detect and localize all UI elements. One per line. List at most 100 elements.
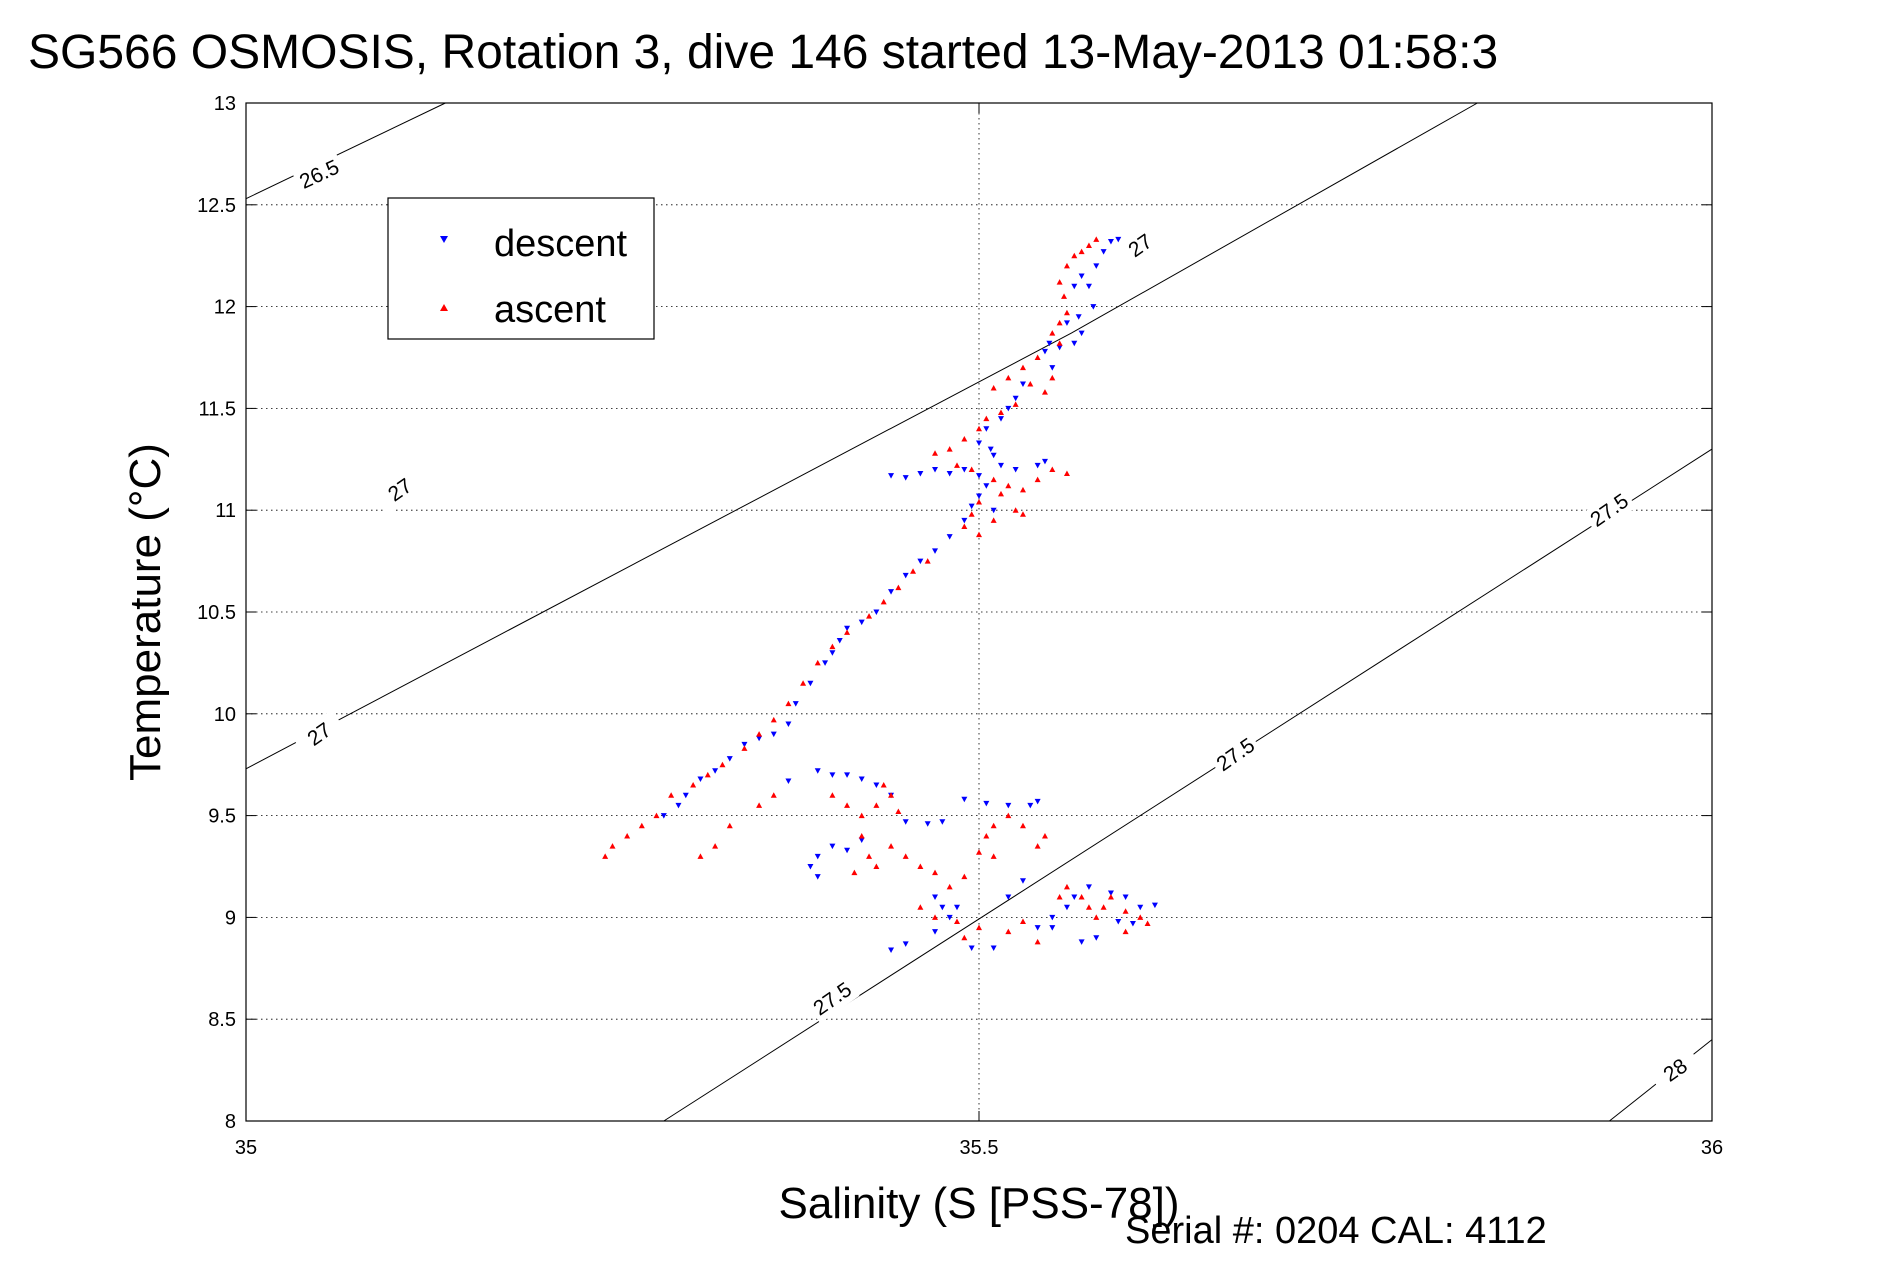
descent-point — [983, 800, 990, 807]
descent-point — [968, 945, 975, 951]
descent-point — [939, 819, 946, 825]
ascent-point — [1049, 374, 1056, 381]
descent-point — [1012, 395, 1019, 402]
density-contour-26.5 — [245, 102, 446, 200]
ascent-point — [602, 853, 609, 859]
descent-point — [785, 721, 792, 727]
descent-point — [660, 813, 667, 819]
ascent-point — [880, 782, 887, 788]
descent-point — [1041, 458, 1048, 465]
ascent-point — [858, 812, 865, 819]
descent-point — [814, 768, 821, 774]
descent-point — [946, 471, 953, 477]
descent-point — [1115, 236, 1122, 243]
ascent-point — [785, 700, 792, 707]
ascent-point — [1078, 248, 1085, 255]
descent-point — [932, 548, 939, 554]
descent-point — [1129, 921, 1136, 927]
ascent-point — [668, 792, 675, 798]
ascent-point — [1063, 883, 1070, 890]
ascent-point — [1078, 894, 1085, 900]
y-tick-label: 10 — [214, 704, 236, 726]
legend-box — [387, 197, 655, 340]
x-axis-label: Salinity (S [PSS-78]) — [778, 1179, 1179, 1228]
descent-point — [1078, 939, 1085, 945]
descent-point — [961, 796, 968, 803]
ascent-point — [726, 822, 733, 829]
ascent-point — [1122, 908, 1129, 914]
ascent-point — [1005, 928, 1012, 935]
ascent-point — [756, 731, 763, 737]
ascent-point — [990, 822, 997, 829]
ascent-point — [1034, 476, 1041, 483]
ascent-point — [983, 415, 990, 422]
ascent-point — [997, 409, 1004, 415]
descent-point — [697, 776, 704, 782]
y-tick-label: 10.5 — [197, 602, 236, 624]
descent-point — [712, 768, 719, 774]
ascent-point — [990, 517, 997, 523]
ascent-point — [1085, 904, 1092, 910]
descent-point — [976, 440, 982, 447]
contour-label-bg — [372, 465, 428, 515]
descent-point — [954, 904, 961, 911]
descent-point — [726, 756, 733, 762]
descent-point — [976, 473, 982, 479]
ascent-point — [1034, 938, 1041, 945]
y-tick-label: 11.5 — [199, 398, 236, 420]
contour-label-bg — [805, 974, 860, 1024]
ascent-point — [968, 511, 975, 517]
ascent-point — [690, 782, 697, 788]
ascent-point — [1056, 279, 1063, 285]
ascent-point — [1093, 236, 1100, 242]
ascent-point — [997, 490, 1004, 497]
ascent-point — [719, 761, 726, 768]
descent-point — [902, 819, 909, 825]
descent-point — [844, 772, 851, 778]
descent-point — [814, 853, 821, 860]
descent-point — [1041, 348, 1048, 355]
data-points — [602, 236, 1158, 953]
contour-label-bg — [1113, 221, 1168, 270]
descent-point — [990, 945, 997, 951]
descent-point — [844, 847, 851, 854]
descent-point — [946, 914, 953, 921]
ascent-point — [1056, 340, 1063, 346]
descent-point — [1005, 894, 1012, 901]
ascent-point — [983, 832, 990, 839]
ascent-point — [866, 853, 873, 859]
descent-point — [1115, 918, 1122, 925]
descent-point — [829, 772, 836, 778]
descent-point — [932, 466, 939, 473]
descent-point — [858, 837, 865, 844]
descent-point — [836, 638, 843, 644]
descent-point — [1090, 304, 1097, 310]
ascent-point — [1012, 507, 1019, 513]
descent-point — [844, 625, 851, 632]
ascent-point — [1034, 354, 1041, 360]
descent-point — [814, 874, 821, 880]
ascent-point — [1019, 486, 1026, 493]
y-tick-label: 13 — [214, 93, 236, 115]
ascent-point — [910, 568, 917, 574]
descent-point — [1034, 925, 1041, 931]
ascent-point — [844, 802, 851, 808]
descent-point — [888, 473, 895, 479]
descent-point — [961, 466, 968, 473]
legend: descent ascent — [387, 197, 655, 340]
ascent-point — [946, 446, 953, 452]
legend-descent-marker — [440, 236, 448, 243]
ascent-point — [814, 659, 821, 666]
descent-point — [1019, 381, 1026, 387]
y-tick-label: 8.5 — [208, 1009, 236, 1031]
ascent-point — [954, 918, 961, 924]
descent-point — [983, 483, 990, 489]
descent-point — [1005, 405, 1012, 412]
descent-point — [1151, 902, 1158, 909]
descent-point — [873, 782, 880, 789]
ascent-point — [1019, 918, 1026, 924]
ascent-point — [770, 716, 777, 723]
descent-point — [1034, 798, 1041, 805]
ascent-point — [968, 466, 975, 472]
descent-point — [1107, 238, 1114, 245]
